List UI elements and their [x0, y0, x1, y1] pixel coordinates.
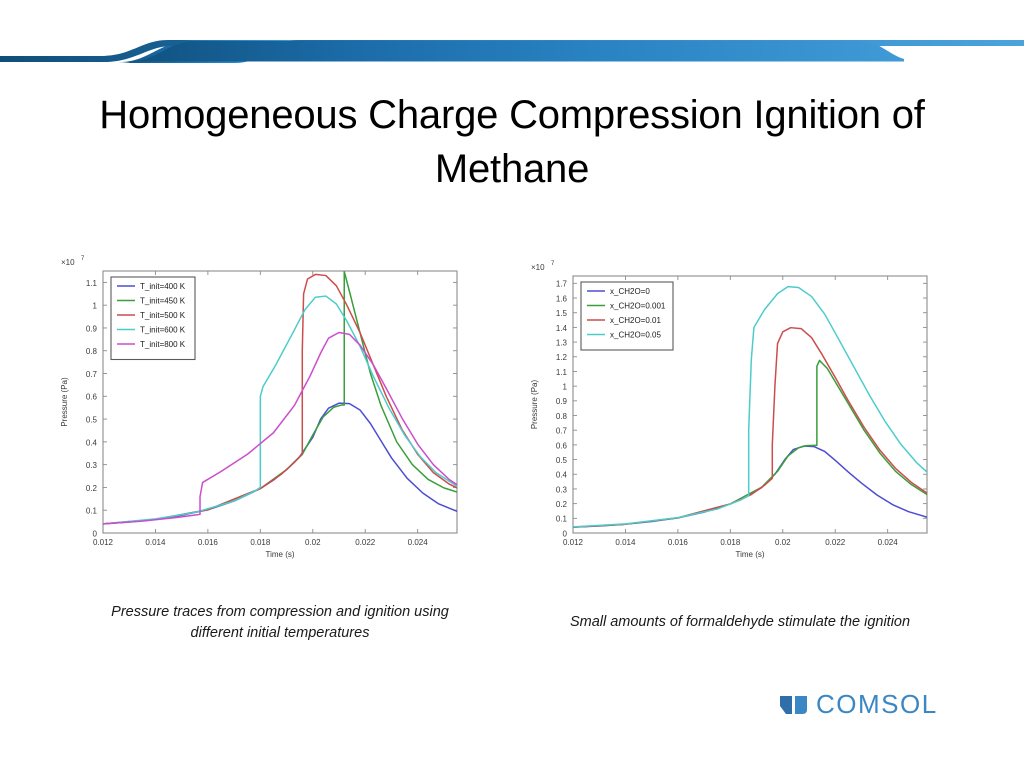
svg-text:1.7: 1.7: [556, 280, 568, 289]
svg-text:T_init=450 K: T_init=450 K: [140, 297, 186, 306]
svg-text:0.024: 0.024: [408, 538, 429, 547]
svg-text:T_init=600 K: T_init=600 K: [140, 326, 186, 335]
svg-text:0.9: 0.9: [86, 324, 98, 333]
svg-text:1.3: 1.3: [556, 338, 568, 347]
svg-text:1.1: 1.1: [86, 279, 98, 288]
svg-text:Time (s): Time (s): [735, 550, 764, 559]
svg-text:0.8: 0.8: [556, 412, 568, 421]
svg-text:T_init=800 K: T_init=800 K: [140, 340, 186, 349]
svg-text:1: 1: [563, 383, 568, 392]
svg-text:0.4: 0.4: [86, 438, 98, 447]
svg-text:0.3: 0.3: [556, 485, 568, 494]
svg-text:1.2: 1.2: [556, 353, 568, 362]
comsol-logo-mark: [780, 696, 807, 714]
svg-text:0: 0: [563, 529, 568, 538]
svg-text:7: 7: [551, 261, 555, 267]
svg-text:0.8: 0.8: [86, 347, 98, 356]
figure-left: 0 0.1 0.2 0.3 0.4 0.5 0.6 0.7 0.8 0.9 1 1.1 0.012 0.0…: [45, 255, 475, 655]
banner-swoosh: [0, 40, 1024, 63]
figure-right-caption: Small amounts of formaldehyde stimulate …: [520, 612, 960, 633]
comsol-logo: COMSOL: [780, 689, 938, 719]
svg-text:0.2: 0.2: [556, 500, 568, 509]
figure-left-caption: Pressure traces from compression and ign…: [50, 602, 510, 644]
svg-text:0.024: 0.024: [878, 538, 899, 547]
svg-text:0: 0: [93, 529, 98, 538]
svg-text:0.018: 0.018: [720, 538, 741, 547]
figure-right-caption-line-1: Small amounts of formaldehyde stimulate …: [569, 614, 911, 630]
comsol-logo-wordmark: COMSOL: [816, 689, 938, 719]
svg-text:0.7: 0.7: [86, 370, 98, 379]
svg-text:0.02: 0.02: [305, 538, 321, 547]
svg-text:Time (s): Time (s): [265, 550, 294, 559]
svg-text:0.9: 0.9: [556, 397, 568, 406]
top-banner: [0, 40, 1024, 63]
page-title: Homogeneous Charge Compression Ignition …: [62, 88, 962, 196]
svg-text:x_CH2O=0.05: x_CH2O=0.05: [610, 331, 661, 340]
page-title-line-2: Methane: [434, 147, 590, 191]
svg-text:0.7: 0.7: [556, 427, 568, 436]
svg-text:Pressure (Pa): Pressure (Pa): [60, 377, 69, 427]
svg-text:0.1: 0.1: [556, 515, 568, 524]
svg-text:1.4: 1.4: [556, 324, 568, 333]
svg-text:0.014: 0.014: [615, 538, 636, 547]
svg-text:0.6: 0.6: [556, 441, 568, 450]
svg-text:0.02: 0.02: [775, 538, 791, 547]
svg-text:0.022: 0.022: [825, 538, 846, 547]
svg-text:0.016: 0.016: [668, 538, 689, 547]
svg-text:T_init=400 K: T_init=400 K: [140, 282, 186, 291]
chart-pressure-vs-time-formaldehyde-fraction: 0 0.1 0.2 0.3 0.4 0.5 0.6 0.7 0.8 0.9 1 1.1 1.2 1.3 1.…: [530, 261, 928, 559]
svg-text:×10: ×10: [61, 258, 75, 267]
svg-text:Pressure (Pa): Pressure (Pa): [530, 379, 539, 429]
svg-text:0.2: 0.2: [86, 484, 98, 493]
svg-text:0.014: 0.014: [145, 538, 166, 547]
svg-text:x_CH2O=0.001: x_CH2O=0.001: [610, 302, 666, 311]
svg-text:x_CH2O=0: x_CH2O=0: [610, 287, 650, 296]
figure-left-caption-line-1: Pressure traces from compression and ign…: [111, 604, 449, 620]
figure-left-caption-line-2: different initial temperatures: [190, 625, 370, 641]
svg-text:7: 7: [81, 256, 85, 262]
svg-text:0.1: 0.1: [86, 507, 98, 516]
svg-text:x_CH2O=0.01: x_CH2O=0.01: [610, 316, 661, 325]
chart-pressure-vs-time-initial-temperature: 0 0.1 0.2 0.3 0.4 0.5 0.6 0.7 0.8 0.9 1 1.1 0.012 0.0…: [60, 256, 458, 559]
svg-text:0.4: 0.4: [556, 471, 568, 480]
svg-text:1.5: 1.5: [556, 309, 568, 318]
svg-text:0.016: 0.016: [198, 538, 219, 547]
svg-text:0.012: 0.012: [93, 538, 114, 547]
svg-text:T_init=500 K: T_init=500 K: [140, 311, 186, 320]
figure-right: 0 0.1 0.2 0.3 0.4 0.5 0.6 0.7 0.8 0.9 1 1.1 1.2 1.3 1.…: [515, 260, 945, 660]
svg-text:×10: ×10: [531, 263, 545, 272]
svg-text:0.6: 0.6: [86, 393, 98, 402]
svg-text:0.022: 0.022: [355, 538, 376, 547]
page-title-line-1: Homogeneous Charge Compression Ignition …: [99, 93, 925, 137]
svg-text:0.5: 0.5: [556, 456, 568, 465]
svg-text:1.6: 1.6: [556, 294, 568, 303]
svg-text:0.012: 0.012: [563, 538, 584, 547]
svg-text:0.5: 0.5: [86, 415, 98, 424]
svg-text:0.3: 0.3: [86, 461, 98, 470]
svg-text:0.018: 0.018: [250, 538, 271, 547]
svg-text:1.1: 1.1: [556, 368, 568, 377]
svg-text:1: 1: [93, 302, 98, 311]
